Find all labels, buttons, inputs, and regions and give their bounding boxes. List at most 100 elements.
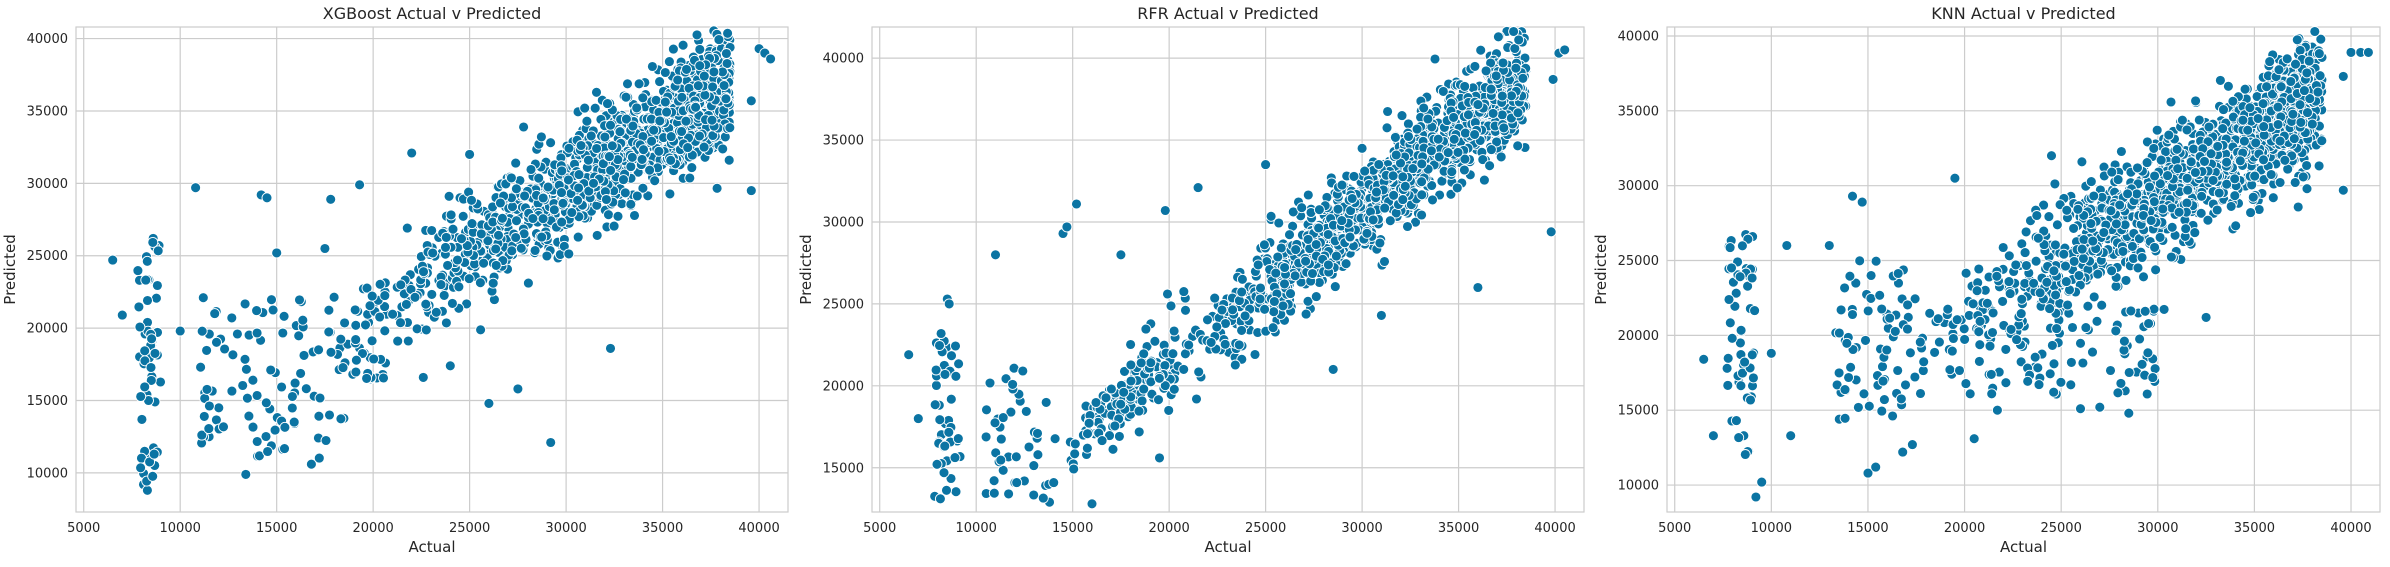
data-point <box>2051 323 2063 335</box>
data-point <box>2211 204 2223 216</box>
data-point <box>196 429 208 441</box>
data-point <box>582 154 594 166</box>
data-point <box>2229 190 2241 202</box>
data-point <box>466 194 477 206</box>
x-axis-label: Actual <box>409 538 456 556</box>
data-point <box>950 486 962 498</box>
data-point <box>706 114 718 126</box>
data-point <box>1211 321 1223 333</box>
data-point <box>2068 255 2080 267</box>
data-point <box>2050 289 2062 301</box>
data-point <box>2306 118 2318 130</box>
data-point <box>2003 250 2015 262</box>
data-point <box>298 349 310 361</box>
data-point <box>557 197 569 209</box>
data-point <box>2048 265 2060 277</box>
data-point <box>1960 378 1972 390</box>
data-point <box>1736 240 1748 252</box>
data-point <box>2222 80 2234 92</box>
data-point <box>625 198 637 210</box>
data-point <box>575 140 587 151</box>
data-point <box>1485 83 1497 95</box>
data-point <box>1379 202 1391 214</box>
data-point <box>2087 346 2098 358</box>
data-point <box>1268 296 1280 307</box>
data-point <box>374 311 386 323</box>
data-point <box>426 288 438 300</box>
data-point <box>1265 210 1277 222</box>
data-point <box>1733 432 1745 444</box>
data-point <box>1947 333 1959 344</box>
data-point <box>1416 209 1428 221</box>
data-point <box>708 66 720 78</box>
data-point <box>953 358 965 370</box>
data-point <box>1313 204 1325 216</box>
data-point <box>1446 166 1458 178</box>
data-point <box>605 119 616 131</box>
data-point <box>2337 184 2349 196</box>
data-point <box>2078 234 2090 246</box>
data-point <box>1125 375 1137 387</box>
data-point <box>1847 190 1858 202</box>
data-point <box>490 243 502 255</box>
data-point <box>2275 81 2287 93</box>
x-tick-label: 30000 <box>1341 521 1382 536</box>
data-point <box>1987 307 1999 319</box>
data-point <box>2044 368 2056 380</box>
data-point <box>525 164 537 175</box>
data-point <box>135 391 147 402</box>
data-point <box>444 360 456 372</box>
data-point <box>1844 270 1856 282</box>
data-point <box>1032 449 1044 461</box>
data-point <box>556 165 568 177</box>
data-point <box>279 421 291 433</box>
data-point <box>1490 70 1502 82</box>
data-point <box>1933 336 1945 348</box>
data-point <box>2016 293 2028 305</box>
data-point <box>952 433 964 445</box>
data-point <box>1881 344 1893 356</box>
data-point <box>1839 282 1851 294</box>
data-point <box>445 209 457 221</box>
data-point <box>698 141 710 153</box>
data-point <box>453 281 465 293</box>
data-point <box>1105 383 1117 395</box>
data-point <box>664 188 676 200</box>
data-point <box>2281 53 2293 65</box>
data-point <box>631 190 643 202</box>
data-point <box>1138 383 1150 395</box>
data-point <box>134 321 146 333</box>
data-point <box>1118 386 1130 398</box>
data-point <box>201 383 213 395</box>
data-point <box>1163 404 1175 416</box>
data-point <box>366 335 378 347</box>
data-point <box>2110 218 2122 230</box>
data-point <box>1272 251 1284 263</box>
data-point <box>935 328 947 339</box>
data-point <box>430 306 442 318</box>
data-point <box>622 78 633 90</box>
data-point <box>1932 313 1944 325</box>
data-point <box>1823 240 1835 251</box>
data-point <box>2247 191 2259 203</box>
data-point <box>934 340 945 351</box>
data-point <box>522 277 534 289</box>
data-point <box>1071 198 1082 210</box>
data-point <box>2272 119 2284 130</box>
data-point <box>1785 430 1797 442</box>
data-point <box>378 372 389 384</box>
data-point <box>1397 171 1409 183</box>
data-point <box>1747 372 1759 384</box>
data-point <box>1459 127 1471 139</box>
data-point <box>605 342 616 354</box>
data-point <box>1739 449 1751 460</box>
data-point <box>1487 107 1499 119</box>
data-point <box>2163 129 2175 141</box>
data-point <box>107 254 119 266</box>
data-point <box>694 43 706 55</box>
data-point <box>452 254 463 266</box>
data-point <box>2249 170 2261 182</box>
data-point <box>1418 102 1430 114</box>
data-point <box>1513 34 1525 46</box>
data-point <box>325 193 337 205</box>
